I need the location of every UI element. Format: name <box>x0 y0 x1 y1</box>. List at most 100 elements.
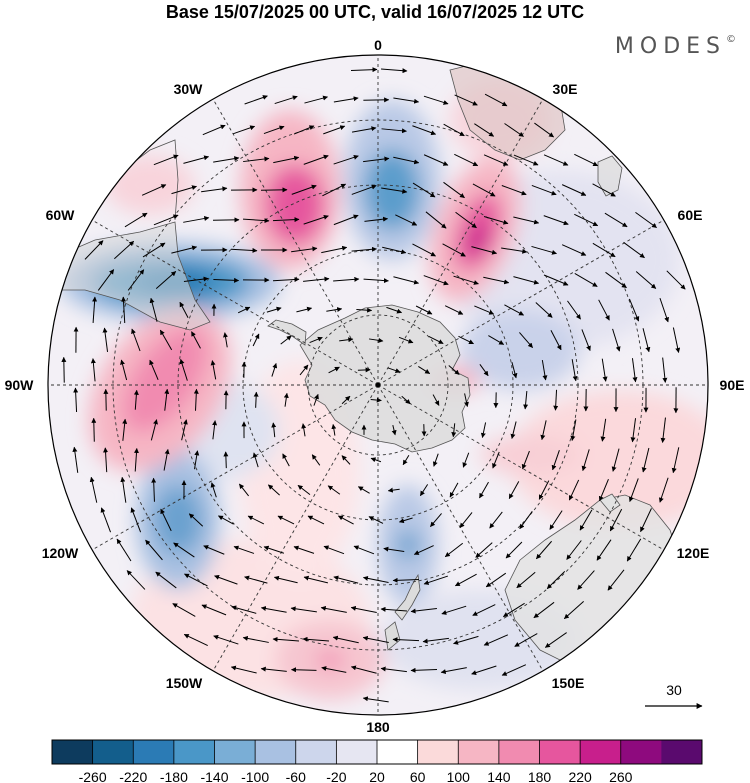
wind-vector-arrow <box>393 97 420 104</box>
reference-vector: 30 <box>645 682 703 709</box>
wind-vector-arrow <box>492 451 500 469</box>
wind-vector-arrow <box>273 575 298 584</box>
wind-vector-arrow <box>567 300 581 320</box>
wind-vector-arrow <box>571 359 578 382</box>
wind-vector-arrow <box>425 211 447 229</box>
wind-vector-arrow <box>271 422 277 438</box>
wind-vector-arrow <box>337 515 354 525</box>
wind-vector-arrow <box>149 359 159 381</box>
wind-vector-arrow <box>116 538 132 562</box>
wind-vector-arrow <box>505 541 523 559</box>
wind-vector-arrow <box>124 212 148 228</box>
wind-vector-arrow <box>333 276 360 282</box>
wind-vector-arrow <box>273 155 300 164</box>
wind-vector-arrow <box>126 570 146 590</box>
wind-vector-arrow <box>212 420 218 440</box>
wind-vector-arrow <box>596 539 612 561</box>
wind-vector-arrow <box>213 634 239 645</box>
lon-label-60e: 60E <box>678 207 703 223</box>
lon-label-90e: 90E <box>720 377 745 393</box>
lon-label-150w: 150W <box>166 675 203 691</box>
wind-vector-arrow <box>368 337 384 343</box>
wind-vector-arrow <box>604 212 628 228</box>
wind-vector-arrow <box>483 154 509 166</box>
wind-vector-arrow <box>607 569 625 591</box>
wind-vector-arrow <box>568 479 580 501</box>
wind-vector-arrow <box>97 269 115 291</box>
colorbar-bin <box>498 740 540 764</box>
wind-vector-arrow <box>519 332 533 348</box>
wind-vector-arrow <box>210 360 217 380</box>
colorbar-bin <box>620 740 662 764</box>
wind-vector-arrow <box>381 68 408 74</box>
wind-vector-arrow <box>122 418 128 441</box>
wind-vector-arrow <box>145 539 163 561</box>
wind-vector-arrow <box>443 181 465 199</box>
wind-vector-arrow <box>159 329 173 351</box>
wind-vector-arrow <box>121 296 127 324</box>
wind-vector-arrow <box>263 125 285 135</box>
antarctica-landmass <box>299 304 471 453</box>
wind-vector-arrow <box>561 244 587 256</box>
wind-vector-arrow <box>301 423 307 437</box>
wind-vector-arrow <box>321 245 348 254</box>
wind-vector-arrow <box>153 154 179 166</box>
wind-vector-arrow <box>120 476 127 503</box>
wind-vector-arrow <box>483 216 509 225</box>
wind-vector-arrow <box>84 240 104 260</box>
wind-vector-arrow <box>635 271 657 289</box>
wind-vector-arrow <box>609 508 623 532</box>
wind-vector-arrow <box>475 542 493 558</box>
wind-vector-arrow <box>183 276 209 283</box>
wind-vector-arrow <box>501 185 527 196</box>
lon-label-180: 180 <box>366 719 390 735</box>
wind-vector-arrow <box>290 667 317 673</box>
colorbar-tick-label: -20 <box>326 769 346 783</box>
wind-vector-arrow <box>181 419 188 441</box>
wind-vector-arrow <box>362 635 389 643</box>
wind-vector-arrow <box>323 125 346 135</box>
wind-vector-arrow <box>217 515 234 525</box>
wind-vector-arrow <box>401 395 411 405</box>
wind-vector-arrow <box>341 455 351 465</box>
wind-vector-arrow <box>266 306 282 313</box>
wind-vector-arrow <box>332 635 359 644</box>
wind-vector-arrow <box>327 485 341 495</box>
wind-vector-arrow <box>443 123 465 137</box>
wind-vector-arrow <box>160 508 172 532</box>
wind-vector-arrow <box>179 301 189 318</box>
wind-vector-arrow <box>362 575 389 583</box>
wind-vector-arrow <box>370 457 382 463</box>
wind-vector-arrow <box>550 329 562 351</box>
wind-vector-arrow <box>413 545 434 555</box>
wind-vector-arrow <box>387 487 400 493</box>
wind-vector-arrow <box>171 185 197 195</box>
wind-vector-arrow <box>418 366 431 374</box>
wind-vector-arrow <box>201 186 228 193</box>
wind-vector-arrow <box>501 664 527 676</box>
wind-vector-arrow <box>543 274 569 286</box>
wind-vector-arrow <box>263 545 285 554</box>
wind-vector-arrow <box>658 477 669 503</box>
wind-vector-arrow <box>243 156 270 163</box>
wind-vector-arrow <box>471 665 497 675</box>
colorbar-bin <box>133 740 175 764</box>
wind-vector-arrow <box>100 507 112 533</box>
tasmania <box>599 493 621 513</box>
wind-vector-arrow <box>133 447 139 472</box>
wind-vector-arrow <box>561 184 587 196</box>
wind-vector-arrow <box>671 447 680 474</box>
wind-vector-arrow <box>392 637 420 643</box>
wind-vector-arrow <box>357 486 370 494</box>
wind-vector-arrow <box>303 276 330 282</box>
wind-vector-arrow <box>73 387 79 412</box>
wind-vector-arrow <box>320 605 347 613</box>
wind-vector-arrow <box>381 128 407 134</box>
wind-vector-arrow <box>423 95 449 105</box>
wind-vector-arrow <box>341 395 351 405</box>
wind-vector-arrow <box>155 271 177 289</box>
wind-vector-arrow <box>666 270 686 290</box>
wind-vector-arrow <box>563 600 584 620</box>
wind-vector-arrow <box>441 605 467 615</box>
wind-vector-arrow <box>570 419 577 441</box>
